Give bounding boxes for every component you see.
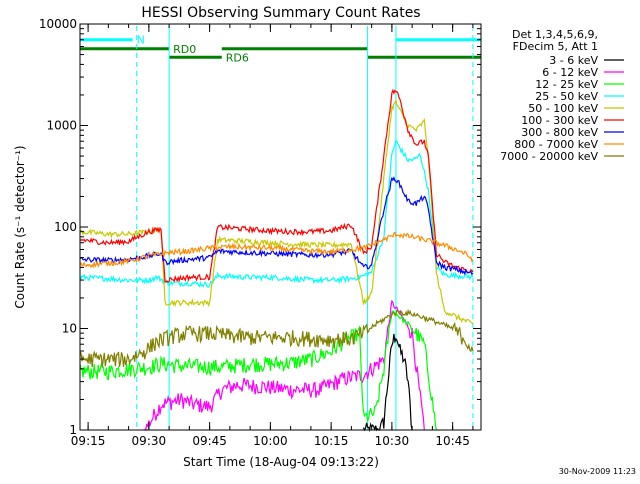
- x-tick-label: 10:30: [375, 434, 410, 448]
- y-axis-label: Count Rate (s⁻¹ detector⁻¹): [13, 145, 27, 308]
- legend-entry: 800 - 7000 keV: [514, 138, 598, 151]
- legend-entry: 50 - 100 keV: [528, 102, 598, 115]
- x-tick-label: 09:30: [132, 434, 167, 448]
- x-axis-label: Start Time (18-Aug-04 09:13:22): [183, 455, 379, 469]
- y-tick-label: 10: [62, 322, 77, 336]
- legend-entry: 3 - 6 keV: [549, 54, 598, 67]
- legend-entry: 300 - 800 keV: [521, 126, 598, 139]
- series-line: [79, 308, 474, 368]
- legend-header: FDecim 5, Att 1: [513, 40, 598, 53]
- series-line: [144, 299, 425, 432]
- y-tick-label: 10000: [39, 17, 77, 31]
- legend-entry: 25 - 50 keV: [535, 90, 598, 103]
- legend-header: Det 1,3,4,5,6,9,: [512, 28, 598, 41]
- flag-label: N: [137, 34, 145, 47]
- series-layer: [79, 88, 474, 433]
- chart-title: HESSI Observing Summary Count Rates: [141, 5, 420, 21]
- legend-entry: 12 - 25 keV: [535, 78, 598, 91]
- y-tick-label: 1000: [46, 119, 77, 133]
- series-line: [79, 231, 474, 269]
- footer-date: 30-Nov-2009 11:23: [559, 467, 636, 476]
- legend-entry: 7000 - 20000 keV: [500, 150, 598, 163]
- legend-entry: 6 - 12 keV: [542, 66, 598, 79]
- legend-entry: 100 - 300 keV: [521, 114, 598, 127]
- x-tick-label: 10:45: [435, 434, 470, 448]
- flag-label: RD0: [173, 43, 196, 56]
- x-tick-label: 09:15: [71, 434, 106, 448]
- y-tick-label: 100: [54, 220, 77, 234]
- x-tick-label: 10:15: [314, 434, 349, 448]
- series-line: [79, 139, 474, 288]
- series-line: [79, 310, 437, 431]
- x-tick-label: 09:45: [192, 434, 227, 448]
- x-tick-label: 10:00: [253, 434, 288, 448]
- y-tick-label: 1: [69, 423, 77, 437]
- series-line: [79, 88, 474, 283]
- flag-label: RD6: [226, 51, 249, 64]
- flags-layer: N RD0 RD6: [80, 34, 481, 64]
- axes-layer: 09:15 09:30 09:45 10:00 10:15 10:30 10:45 1 10 10…: [39, 17, 481, 448]
- legend: Det 1,3,4,5,6,9,FDecim 5, Att 13 - 6 keV…: [500, 28, 624, 163]
